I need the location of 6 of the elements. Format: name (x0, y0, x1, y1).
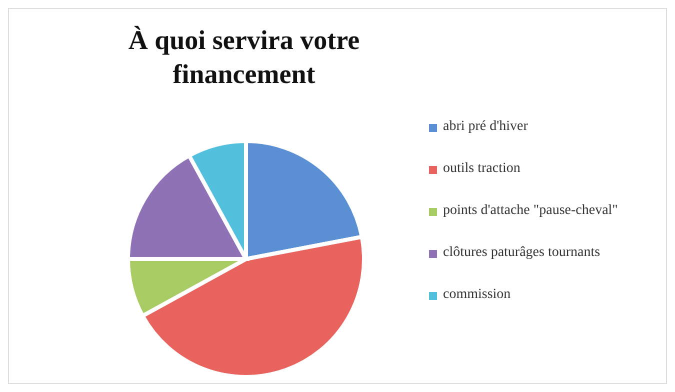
legend-label: clôtures paturâges tournants (443, 245, 600, 261)
legend-label: points d'attache "pause-cheval" (443, 203, 618, 219)
legend-label: outils traction (443, 161, 520, 177)
chart-title: À quoi servira votre financement (127, 24, 361, 91)
legend-label: abri pré d'hiver (443, 119, 528, 135)
legend-label: commission (443, 287, 511, 303)
